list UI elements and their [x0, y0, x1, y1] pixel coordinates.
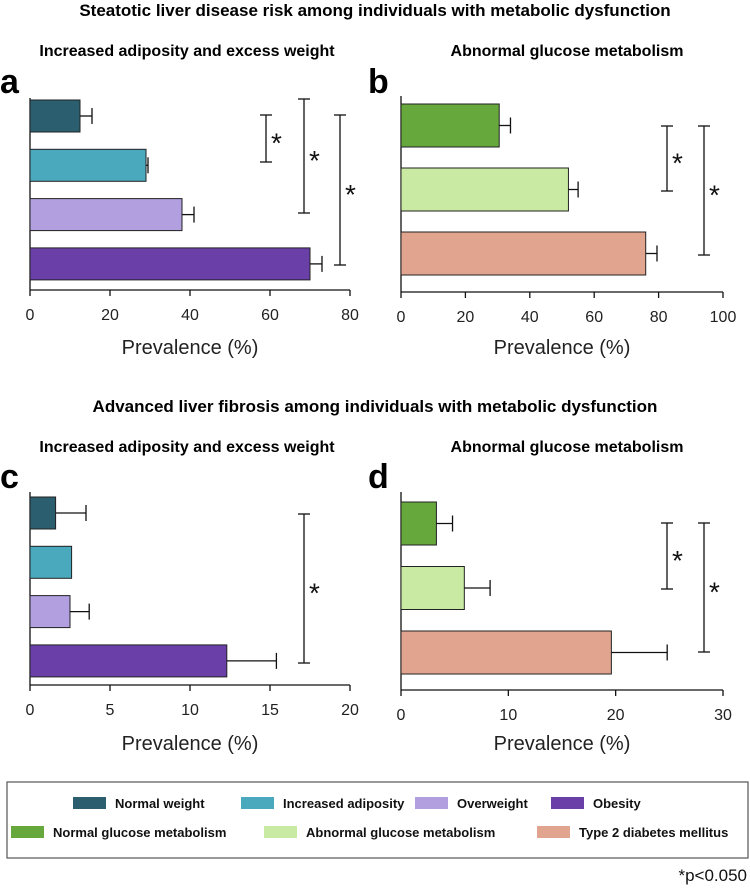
significance-star: *	[709, 180, 720, 211]
panel-title: Increased adiposity and excess weight	[39, 43, 335, 60]
bar	[400, 630, 612, 675]
significance-star: *	[709, 577, 720, 608]
x-axis-label: Prevalence (%)	[494, 733, 631, 755]
legend-box	[6, 781, 749, 859]
legend: Normal weight Increased adiposity Overweig…	[11, 796, 728, 840]
bar	[400, 501, 437, 546]
x-axis-label: Prevalence (%)	[494, 337, 631, 359]
x-tick-label: 15	[261, 702, 279, 719]
bar	[29, 99, 81, 133]
panel-c: c Increased adiposity and excess weight 0 5…	[0, 439, 359, 755]
panel-letter: a	[0, 63, 20, 101]
legend-swatch	[415, 797, 448, 809]
legend-swatch	[73, 797, 106, 809]
bar	[400, 167, 569, 212]
panel-b: b Abnormal glucose metabolism 0 20 40 60 80 100…	[368, 43, 736, 359]
bar	[29, 595, 71, 629]
legend-item: Abnormal glucose metabolism	[264, 825, 495, 840]
bar	[400, 103, 500, 148]
significance-star: *	[672, 148, 683, 179]
x-axis-label: Prevalence (%)	[122, 733, 259, 755]
x-axis-label: Prevalence (%)	[122, 337, 259, 359]
bar	[29, 644, 228, 678]
panel-title: Abnormal glucose metabolism	[451, 43, 684, 60]
x-tick-label: 30	[714, 707, 732, 724]
x-tick-label: 60	[261, 307, 279, 324]
x-tick-label: 40	[181, 307, 199, 324]
legend-swatch	[11, 826, 44, 838]
legend-swatch	[264, 826, 297, 838]
legend-label: Normal glucose metabolism	[53, 825, 226, 840]
bar	[29, 247, 311, 281]
panels: a Increased adiposity and excess weight 0 2…	[0, 43, 736, 755]
panel-a: a Increased adiposity and excess weight 0 2…	[0, 43, 359, 359]
legend-label: Type 2 diabetes mellitus	[579, 825, 728, 840]
x-tick-label: 40	[521, 309, 539, 326]
header-top: Steatotic liver disease risk among indiv…	[79, 1, 670, 20]
panel-letter: d	[368, 458, 389, 496]
footnote: *p<0.050	[678, 866, 747, 885]
x-tick-label: 0	[26, 702, 35, 719]
panel-letter: c	[0, 458, 19, 496]
x-tick-label: 10	[181, 702, 199, 719]
legend-label: Normal weight	[115, 796, 205, 811]
legend-label: Increased adiposity	[283, 796, 405, 811]
legend-item: Increased adiposity	[241, 796, 405, 811]
x-tick-label: 20	[457, 309, 475, 326]
panel-d: d Abnormal glucose metabolism 0 10 20 30 Preva…	[368, 439, 732, 755]
legend-swatch	[551, 797, 584, 809]
legend-label: Overweight	[457, 796, 528, 811]
panel-title: Increased adiposity and excess weight	[39, 439, 335, 456]
x-tick-label: 20	[607, 707, 625, 724]
significance-star: *	[271, 128, 282, 159]
bar	[400, 231, 647, 276]
x-tick-label: 80	[650, 309, 668, 326]
panel-title: Abnormal glucose metabolism	[451, 439, 684, 456]
legend-label: Abnormal glucose metabolism	[306, 825, 495, 840]
bar	[29, 545, 73, 579]
legend-item: Normal glucose metabolism	[11, 825, 226, 840]
x-tick-label: 20	[341, 702, 359, 719]
legend-label: Obesity	[593, 796, 641, 811]
bar	[29, 148, 147, 182]
bar	[29, 198, 183, 232]
legend-swatch	[537, 826, 570, 838]
significance-star: *	[672, 545, 683, 576]
legend-item: Normal weight	[73, 796, 205, 811]
legend-item: Overweight	[415, 796, 528, 811]
x-tick-label: 20	[101, 307, 119, 324]
header-bottom: Advanced liver fibrosis among individual…	[93, 397, 658, 416]
x-tick-label: 0	[397, 707, 406, 724]
x-tick-label: 100	[710, 309, 737, 326]
legend-item: Obesity	[551, 796, 641, 811]
bar	[29, 496, 57, 530]
legend-item: Type 2 diabetes mellitus	[537, 825, 728, 840]
legend-swatch	[241, 797, 274, 809]
panel-letter: b	[368, 63, 389, 101]
significance-star: *	[309, 145, 320, 176]
significance-star: *	[345, 179, 356, 210]
x-tick-label: 5	[106, 702, 115, 719]
bar	[400, 566, 465, 610]
x-tick-label: 0	[397, 309, 406, 326]
significance-star: *	[309, 578, 320, 609]
x-tick-label: 0	[26, 307, 35, 324]
x-tick-label: 80	[341, 307, 359, 324]
x-tick-label: 60	[585, 309, 603, 326]
x-tick-label: 10	[499, 707, 517, 724]
